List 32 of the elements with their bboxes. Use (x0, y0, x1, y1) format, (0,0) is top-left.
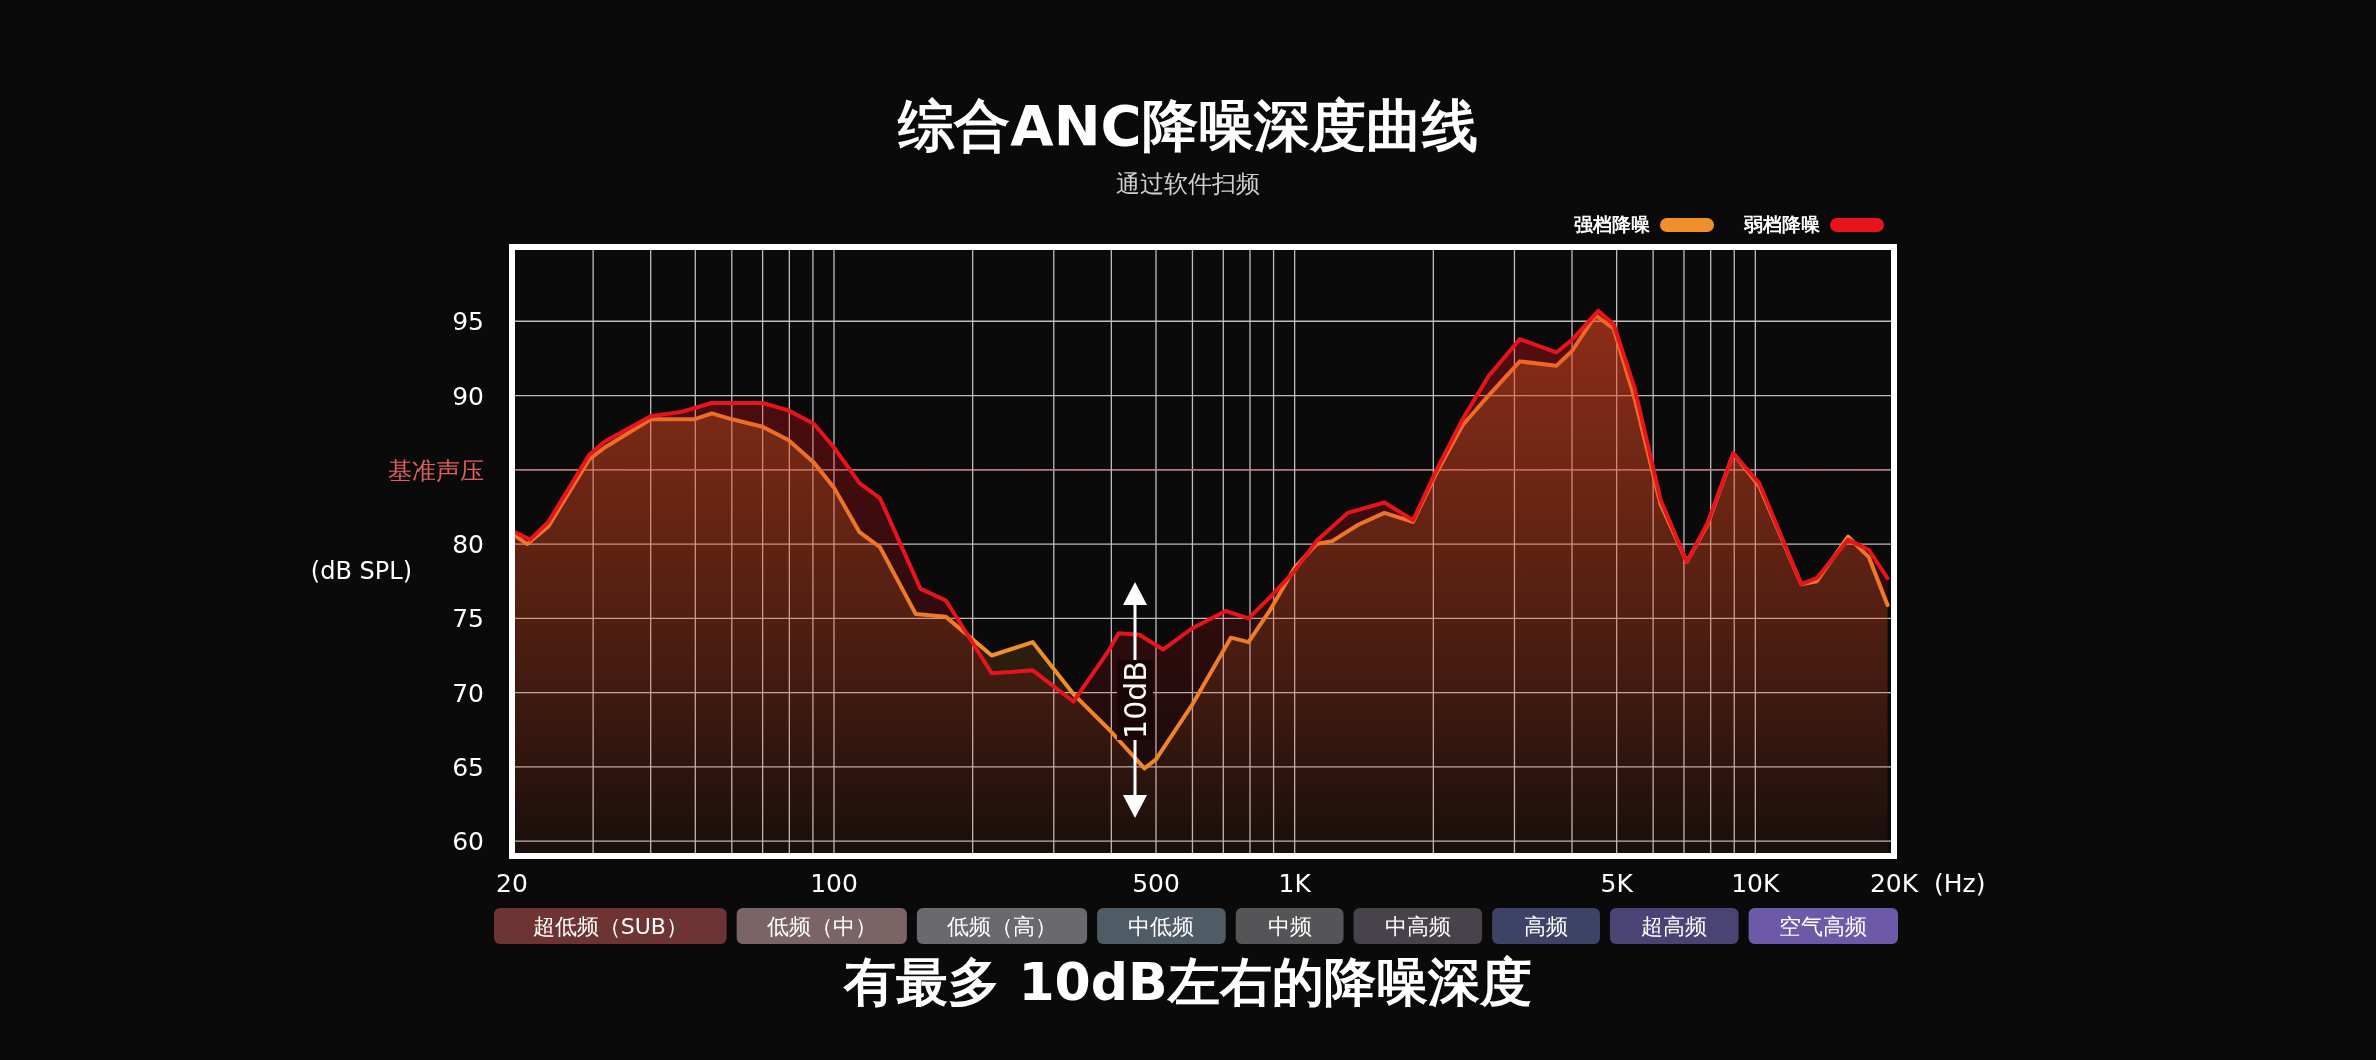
y-tick-label: 65 (452, 752, 484, 782)
chart-title: 综合ANC降噪深度曲线 (897, 93, 1478, 158)
legend-label: 强档降噪 (1574, 213, 1650, 235)
x-tick-label: 20 (496, 869, 528, 898)
x-tick-label: 100 (810, 869, 858, 898)
x-tick-label: 5K (1600, 869, 1634, 898)
text: 中低频 (1128, 914, 1195, 939)
y-tick-label: 90 (452, 381, 484, 411)
text: 超高频 (1641, 914, 1708, 939)
y-tick-label: 80 (452, 530, 484, 560)
y-tick-label: 75 (452, 604, 484, 634)
x-tick-label: 1K (1278, 869, 1312, 898)
text: 中高频 (1384, 914, 1451, 939)
chart-subtitle: 通过软件扫频 (1116, 170, 1260, 198)
y-axis-title: (dB SPL) (310, 556, 412, 585)
legend-label: 弱档降噪 (1743, 213, 1820, 235)
text: 有最多 10dB左右的降噪深度 (843, 952, 1532, 1012)
x-tick-label: 20K (1869, 869, 1919, 898)
x-axis-title: (Hz) (1934, 869, 1986, 898)
ref-line-label: 基准声压 (388, 456, 484, 485)
text: 超低频（SUB） (532, 914, 688, 939)
y-tick-label: 70 (452, 678, 484, 708)
x-tick-label: 10K (1731, 869, 1781, 898)
y-tick-label: 95 (452, 307, 484, 337)
y-tick-label: 60 (452, 827, 484, 857)
text: 高频 (1524, 914, 1569, 939)
text: 中频 (1267, 914, 1312, 939)
text: 空气高频 (1779, 914, 1868, 939)
annotation: 10dB (1117, 661, 1153, 739)
text: 低频（中） (766, 914, 877, 939)
text: 低频（高） (946, 914, 1057, 939)
x-tick-label: 500 (1132, 869, 1180, 898)
